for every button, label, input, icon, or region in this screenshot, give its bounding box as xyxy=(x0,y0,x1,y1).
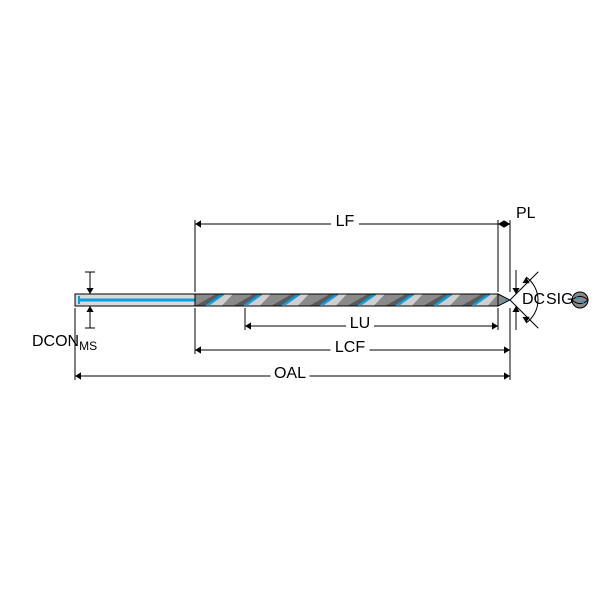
dim-label-sig: SIG xyxy=(546,291,574,308)
dim-label-lf: LF xyxy=(336,213,355,230)
dim-label-dc: DC xyxy=(522,291,545,308)
dim-label-lcf: LCF xyxy=(335,339,365,356)
dim-label-dconms: DCONMS xyxy=(32,333,97,353)
fluted-section xyxy=(195,294,498,306)
end-view xyxy=(572,292,588,308)
dim-label-pl: PL xyxy=(516,205,536,222)
drill-tip xyxy=(498,294,510,306)
dim-label-oal: OAL xyxy=(274,365,306,382)
dim-label-lu: LU xyxy=(350,315,370,332)
drill-body xyxy=(75,294,510,306)
